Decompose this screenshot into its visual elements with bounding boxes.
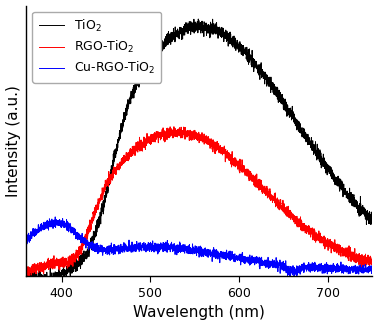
Cu-RGO-TiO$_2$ <box>53 215 57 219</box>
RGO-TiO$_2$ <box>26 276 30 280</box>
Cu-RGO-TiO$_2$ <box>24 242 28 246</box>
TiO$_2$ <box>364 211 368 215</box>
Cu-RGO-TiO$_2$ <box>84 241 88 244</box>
Y-axis label: Intensity (a.u.): Intensity (a.u.) <box>6 85 20 197</box>
Legend: TiO$_2$, RGO-TiO$_2$, Cu-RGO-TiO$_2$: TiO$_2$, RGO-TiO$_2$, Cu-RGO-TiO$_2$ <box>33 12 161 82</box>
Cu-RGO-TiO$_2$ <box>64 224 68 228</box>
Line: Cu-RGO-TiO$_2$: Cu-RGO-TiO$_2$ <box>26 217 372 278</box>
TiO$_2$ <box>54 286 59 290</box>
Line: TiO$_2$: TiO$_2$ <box>26 19 372 288</box>
TiO$_2$ <box>24 269 28 273</box>
RGO-TiO$_2$ <box>24 274 28 278</box>
RGO-TiO$_2$ <box>64 258 68 261</box>
Cu-RGO-TiO$_2$ <box>364 268 368 272</box>
RGO-TiO$_2$ <box>370 263 375 267</box>
X-axis label: Wavelength (nm): Wavelength (nm) <box>133 305 265 320</box>
Cu-RGO-TiO$_2$ <box>172 243 176 247</box>
Cu-RGO-TiO$_2$ <box>288 276 292 280</box>
Cu-RGO-TiO$_2$ <box>370 266 375 270</box>
Cu-RGO-TiO$_2$ <box>157 244 161 247</box>
TiO$_2$ <box>370 219 375 223</box>
TiO$_2$ <box>326 163 331 167</box>
TiO$_2$ <box>172 34 176 38</box>
TiO$_2$ <box>64 271 68 275</box>
Cu-RGO-TiO$_2$ <box>326 263 331 267</box>
TiO$_2$ <box>157 54 161 58</box>
RGO-TiO$_2$ <box>172 125 176 129</box>
RGO-TiO$_2$ <box>84 241 88 245</box>
Line: RGO-TiO$_2$: RGO-TiO$_2$ <box>26 127 372 278</box>
RGO-TiO$_2$ <box>326 242 331 246</box>
RGO-TiO$_2$ <box>172 127 177 131</box>
TiO$_2$ <box>196 17 201 21</box>
RGO-TiO$_2$ <box>364 258 368 262</box>
RGO-TiO$_2$ <box>157 130 161 134</box>
TiO$_2$ <box>84 250 88 254</box>
